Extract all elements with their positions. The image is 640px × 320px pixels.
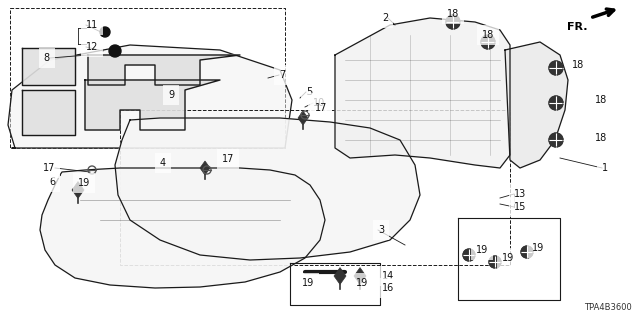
- Text: 7: 7: [279, 70, 285, 80]
- Polygon shape: [335, 18, 510, 168]
- Polygon shape: [505, 42, 568, 168]
- Text: 5: 5: [306, 87, 312, 97]
- Circle shape: [463, 249, 475, 261]
- Text: 8: 8: [44, 53, 50, 63]
- Polygon shape: [22, 48, 75, 85]
- Text: 19: 19: [356, 278, 368, 288]
- Text: 19: 19: [302, 278, 314, 288]
- Text: 18: 18: [595, 95, 607, 105]
- Text: 10: 10: [313, 98, 325, 108]
- Circle shape: [100, 27, 110, 37]
- Polygon shape: [115, 118, 420, 260]
- Circle shape: [549, 133, 563, 147]
- Text: 6: 6: [49, 177, 55, 187]
- Text: FR.: FR.: [568, 22, 588, 32]
- Text: 19: 19: [476, 245, 488, 255]
- Text: TPA4B3600: TPA4B3600: [584, 303, 632, 312]
- Text: 18: 18: [447, 9, 459, 19]
- Polygon shape: [354, 268, 366, 284]
- Text: 4: 4: [160, 158, 166, 168]
- Text: 19: 19: [502, 253, 515, 263]
- Circle shape: [446, 15, 460, 29]
- Polygon shape: [8, 45, 292, 148]
- Text: 3: 3: [378, 225, 384, 235]
- Polygon shape: [22, 90, 75, 135]
- Text: 18: 18: [595, 133, 607, 143]
- Text: 9: 9: [168, 90, 174, 100]
- Text: 18: 18: [482, 30, 494, 40]
- Text: 12: 12: [86, 42, 99, 52]
- Text: 11: 11: [86, 20, 99, 30]
- Text: 19: 19: [532, 243, 544, 253]
- Polygon shape: [334, 268, 346, 284]
- Text: 18: 18: [572, 60, 584, 70]
- Text: 17: 17: [315, 103, 328, 113]
- Polygon shape: [72, 181, 84, 198]
- Polygon shape: [88, 55, 240, 85]
- Circle shape: [109, 45, 121, 57]
- Text: 14: 14: [382, 271, 394, 281]
- Polygon shape: [40, 168, 325, 288]
- Polygon shape: [85, 80, 220, 130]
- Text: 15: 15: [514, 202, 526, 212]
- Circle shape: [549, 96, 563, 110]
- Text: 17: 17: [222, 154, 234, 164]
- Circle shape: [481, 35, 495, 49]
- Circle shape: [549, 61, 563, 75]
- Text: 19: 19: [78, 178, 90, 188]
- Polygon shape: [298, 111, 308, 125]
- Text: 17: 17: [43, 163, 55, 173]
- Text: 1: 1: [602, 163, 608, 173]
- Text: 13: 13: [514, 189, 526, 199]
- Polygon shape: [200, 161, 210, 175]
- Text: 2: 2: [382, 13, 388, 23]
- Circle shape: [489, 256, 501, 268]
- Text: 16: 16: [382, 283, 394, 293]
- Circle shape: [521, 246, 533, 258]
